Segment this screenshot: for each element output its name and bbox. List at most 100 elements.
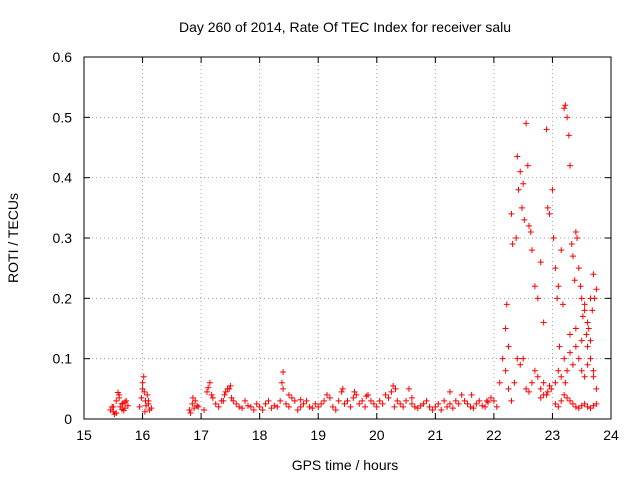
x-tick-label: 21 bbox=[428, 427, 444, 443]
data-point bbox=[564, 114, 571, 121]
data-point bbox=[585, 325, 592, 332]
data-point bbox=[452, 397, 459, 404]
data-point bbox=[278, 379, 285, 386]
data-point bbox=[467, 403, 474, 410]
data-point bbox=[569, 253, 576, 260]
data-point bbox=[397, 400, 404, 407]
data-point bbox=[420, 400, 427, 407]
data-point bbox=[572, 228, 579, 235]
data-point bbox=[195, 403, 202, 410]
data-point bbox=[403, 397, 410, 404]
data-point bbox=[468, 391, 475, 398]
data-point bbox=[438, 406, 445, 413]
data-point bbox=[587, 355, 594, 362]
data-point bbox=[574, 235, 581, 241]
data-point bbox=[593, 286, 600, 293]
data-point bbox=[306, 403, 313, 410]
data-point bbox=[139, 379, 146, 386]
grid bbox=[84, 57, 611, 419]
data-point bbox=[568, 241, 575, 248]
data-point bbox=[537, 259, 544, 266]
data-point bbox=[117, 403, 124, 410]
data-point bbox=[496, 379, 503, 386]
data-point bbox=[143, 402, 150, 409]
data-point bbox=[394, 397, 401, 404]
data-point bbox=[521, 216, 528, 223]
x-tick-label: 24 bbox=[603, 427, 619, 443]
data-point bbox=[565, 132, 572, 139]
data-point bbox=[205, 384, 212, 391]
data-point bbox=[359, 397, 366, 404]
data-point bbox=[141, 388, 148, 395]
data-point bbox=[446, 400, 453, 407]
data-point bbox=[291, 397, 298, 404]
data-point bbox=[593, 385, 600, 392]
data-point bbox=[558, 397, 565, 404]
data-point bbox=[550, 235, 557, 241]
data-point bbox=[552, 400, 559, 407]
data-point bbox=[226, 385, 233, 392]
data-point bbox=[341, 400, 348, 407]
data-point bbox=[578, 367, 585, 374]
data-point bbox=[326, 394, 333, 401]
data-point bbox=[285, 403, 292, 410]
data-point bbox=[523, 120, 530, 127]
data-point bbox=[408, 400, 415, 407]
data-point bbox=[309, 405, 316, 412]
data-point bbox=[321, 397, 328, 404]
y-tick-label: 0.6 bbox=[53, 49, 73, 65]
data-point bbox=[186, 406, 193, 413]
data-point bbox=[239, 405, 246, 412]
data-points bbox=[107, 102, 600, 418]
data-point bbox=[581, 400, 588, 407]
data-point bbox=[502, 367, 509, 374]
data-point bbox=[483, 397, 490, 404]
data-point bbox=[347, 403, 354, 410]
data-point bbox=[332, 406, 339, 413]
data-point bbox=[561, 105, 568, 112]
data-point bbox=[274, 403, 281, 410]
data-point bbox=[555, 367, 562, 374]
data-point bbox=[544, 388, 551, 395]
data-point bbox=[511, 379, 518, 386]
data-point bbox=[392, 385, 399, 392]
data-point bbox=[503, 301, 510, 308]
y-tick-label: 0.5 bbox=[53, 109, 73, 125]
x-tick-label: 18 bbox=[252, 427, 268, 443]
data-point bbox=[590, 271, 597, 278]
data-point bbox=[338, 388, 345, 395]
data-point bbox=[564, 394, 571, 401]
data-point bbox=[461, 397, 468, 404]
data-point bbox=[567, 397, 574, 404]
data-point bbox=[318, 400, 325, 407]
data-point bbox=[485, 399, 492, 406]
data-point bbox=[587, 337, 594, 344]
data-point bbox=[505, 385, 512, 392]
data-point bbox=[221, 391, 228, 398]
data-point bbox=[567, 331, 574, 338]
data-point bbox=[584, 361, 591, 368]
data-point bbox=[250, 406, 257, 413]
data-point bbox=[526, 222, 533, 229]
data-point bbox=[141, 408, 148, 415]
data-point bbox=[487, 394, 494, 401]
data-point bbox=[312, 400, 319, 407]
data-point bbox=[449, 405, 456, 412]
data-point bbox=[111, 411, 118, 418]
data-point bbox=[362, 403, 369, 410]
data-point bbox=[344, 397, 351, 404]
data-point bbox=[583, 331, 590, 338]
data-point bbox=[124, 402, 131, 409]
data-point bbox=[476, 397, 483, 404]
data-point bbox=[578, 337, 585, 344]
data-point bbox=[548, 385, 555, 392]
data-point bbox=[288, 394, 295, 401]
data-point bbox=[584, 403, 591, 410]
data-point bbox=[215, 403, 222, 410]
data-point bbox=[242, 397, 249, 404]
data-point bbox=[441, 397, 448, 404]
data-point bbox=[227, 382, 234, 389]
data-point bbox=[514, 355, 521, 362]
data-point bbox=[228, 394, 235, 401]
y-tick-label: 0.4 bbox=[53, 170, 73, 186]
